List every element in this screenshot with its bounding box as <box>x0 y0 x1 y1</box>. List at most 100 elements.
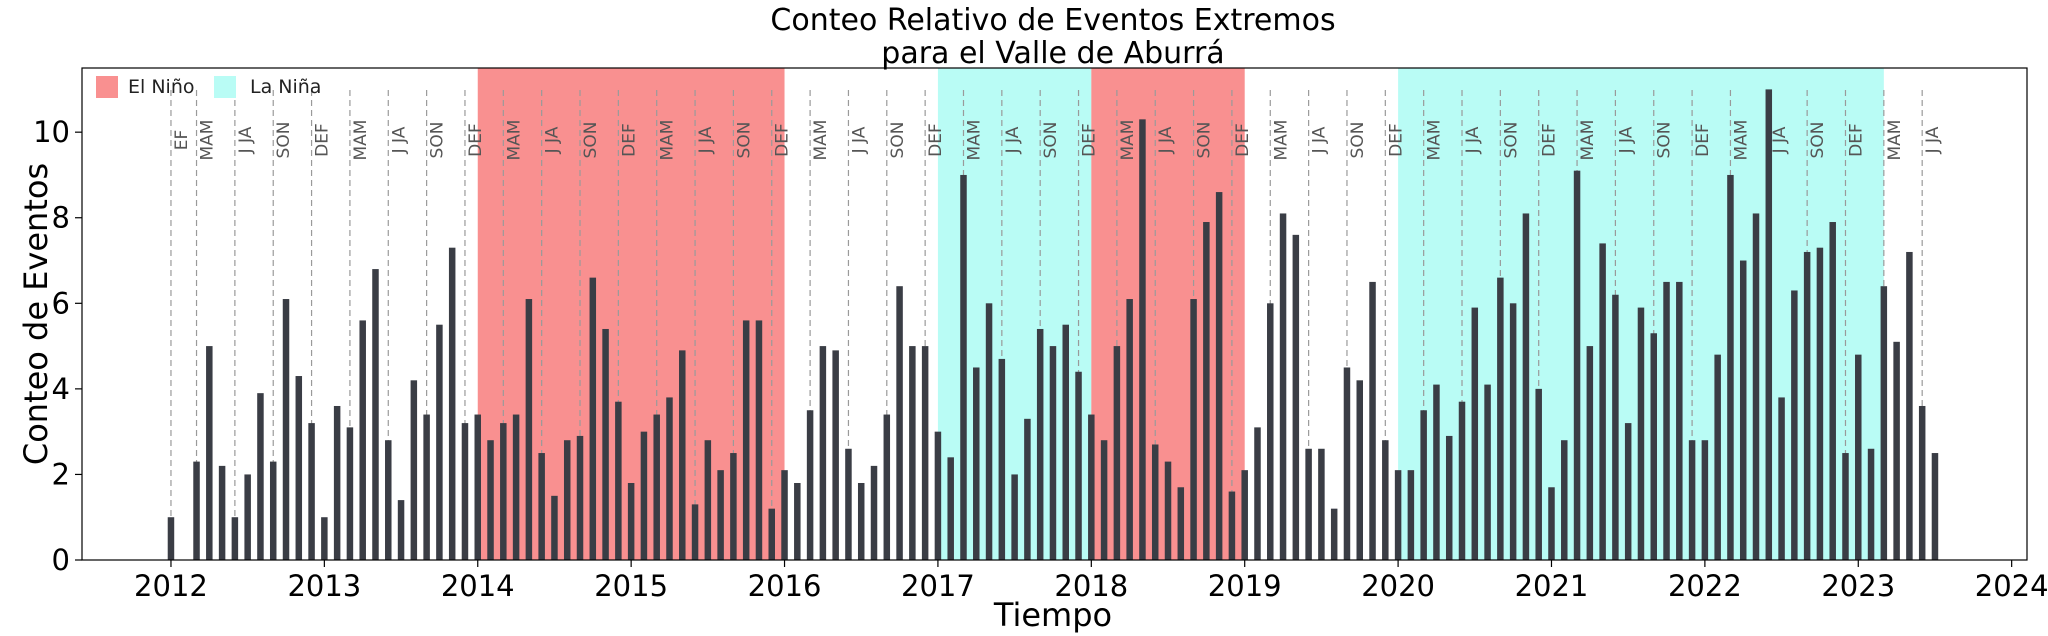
bar-2014-03 <box>500 423 507 560</box>
legend-swatch-el-nino <box>96 76 118 98</box>
bar-2021-10 <box>1663 281 1670 560</box>
bar-2022-02 <box>1714 354 1721 560</box>
bar-2018-02 <box>1100 440 1108 560</box>
x-tick-label-2024: 2024 <box>1975 569 2048 603</box>
legend-label-el-nino: El Niño <box>128 76 194 98</box>
season-label-19: SON <box>888 122 908 159</box>
bar-2022-11 <box>1829 222 1836 560</box>
bar-2019-01 <box>1241 470 1248 560</box>
y-tick-label-8: 8 <box>52 201 70 235</box>
bar-2018-09 <box>1190 299 1197 560</box>
bar-2018-04 <box>1126 299 1133 560</box>
season-label-36: DEF <box>1540 123 1560 157</box>
bar-2013-04 <box>359 320 366 560</box>
bar-2014-06 <box>538 453 545 560</box>
bar-2018-06 <box>1151 444 1159 560</box>
bar-2023-02 <box>1867 448 1875 560</box>
bar-2016-11 <box>909 346 916 560</box>
bar-2022-07 <box>1778 397 1785 560</box>
bar-2014-10 <box>589 277 597 560</box>
bar-2022-01 <box>1701 440 1709 560</box>
bar-2017-09 <box>1036 328 1044 560</box>
bar-2020-02 <box>1407 470 1415 560</box>
bar-2020-06 <box>1458 401 1466 560</box>
bar-2018-03 <box>1113 346 1121 560</box>
bar-2013-03 <box>346 427 354 560</box>
season-label-6: J JA <box>389 126 409 154</box>
bar-2012-01 <box>167 517 175 560</box>
bar-2013-02 <box>333 405 341 560</box>
bar-2016-09 <box>883 414 891 560</box>
bar-2019-08 <box>1330 508 1338 560</box>
season-label-46: J JA <box>1923 126 1943 154</box>
x-tick-label-2012: 2012 <box>134 569 208 603</box>
bar-2019-10 <box>1356 380 1363 560</box>
bar-2019-09 <box>1343 367 1351 560</box>
bar-2023-06 <box>1918 405 1926 560</box>
bar-2015-05 <box>679 350 686 560</box>
x-tick-label-2015: 2015 <box>594 569 668 603</box>
bar-2014-07 <box>551 495 558 560</box>
bar-2020-09 <box>1497 277 1504 560</box>
bar-2017-03 <box>960 174 967 560</box>
bar-2016-01 <box>781 470 788 560</box>
bar-2019-06 <box>1305 448 1312 560</box>
bar-2017-08 <box>1024 418 1031 560</box>
season-label-17: MAM <box>811 120 831 161</box>
bar-2014-01 <box>474 414 481 560</box>
y-tick-label-0: 0 <box>52 543 70 577</box>
y-tick-label-10: 10 <box>33 115 70 149</box>
bar-2016-05 <box>832 350 839 560</box>
bar-2015-06 <box>691 504 699 560</box>
bar-2013-10 <box>436 324 443 560</box>
season-label-40: DEF <box>1693 123 1713 157</box>
y-tick-label-6: 6 <box>52 286 70 320</box>
bar-2014-04 <box>512 414 520 560</box>
bar-2019-11 <box>1369 281 1376 560</box>
bar-2017-01 <box>934 431 942 560</box>
bar-2020-10 <box>1509 303 1517 560</box>
bar-2021-05 <box>1599 243 1606 560</box>
bar-2013-07 <box>397 500 405 560</box>
y-tick-label-4: 4 <box>52 372 70 406</box>
bar-2021-03 <box>1573 170 1581 560</box>
bar-2014-05 <box>525 299 533 560</box>
x-tick-label-2019: 2019 <box>1208 569 1282 603</box>
x-tick-label-2023: 2023 <box>1821 569 1895 603</box>
legend-swatch-la-nina <box>214 76 236 98</box>
season-label-22: J JA <box>1003 126 1023 154</box>
bar-2015-09 <box>730 453 737 560</box>
season-label-44: DEF <box>1846 123 1866 157</box>
season-label-2: J JA <box>236 126 256 154</box>
season-label-31: SON <box>1348 122 1368 159</box>
bar-2016-10 <box>896 286 903 560</box>
season-label-5: MAM <box>351 120 371 161</box>
bar-2015-04 <box>666 397 673 560</box>
season-label-9: MAM <box>504 120 524 161</box>
season-label-41: MAM <box>1731 120 1751 161</box>
season-label-32: DEF <box>1386 123 1406 157</box>
bar-2020-05 <box>1445 435 1453 560</box>
bar-2017-06 <box>998 358 1006 560</box>
season-label-34: J JA <box>1463 126 1483 154</box>
season-label-42: J JA <box>1770 126 1790 154</box>
bar-2022-10 <box>1816 247 1824 560</box>
bar-2020-12 <box>1535 388 1542 560</box>
bar-2021-01 <box>1548 487 1555 560</box>
bar-2012-09 <box>269 461 277 560</box>
bar-2021-12 <box>1688 440 1696 560</box>
x-tick-label-2021: 2021 <box>1515 569 1589 603</box>
bar-2012-11 <box>295 376 303 560</box>
bar-2017-05 <box>985 303 993 560</box>
bar-2021-04 <box>1586 346 1594 560</box>
bar-2019-04 <box>1279 213 1287 560</box>
legend-label-la-nina: La Niña <box>250 76 321 98</box>
bar-2021-08 <box>1637 307 1645 560</box>
x-tick-label-2013: 2013 <box>287 569 361 603</box>
season-label-45: MAM <box>1885 120 1905 161</box>
bar-2013-06 <box>385 440 392 560</box>
x-tick-label-2014: 2014 <box>441 569 515 603</box>
season-label-7: SON <box>428 122 448 159</box>
season-label-39: SON <box>1655 122 1675 159</box>
bar-2021-07 <box>1624 423 1632 560</box>
